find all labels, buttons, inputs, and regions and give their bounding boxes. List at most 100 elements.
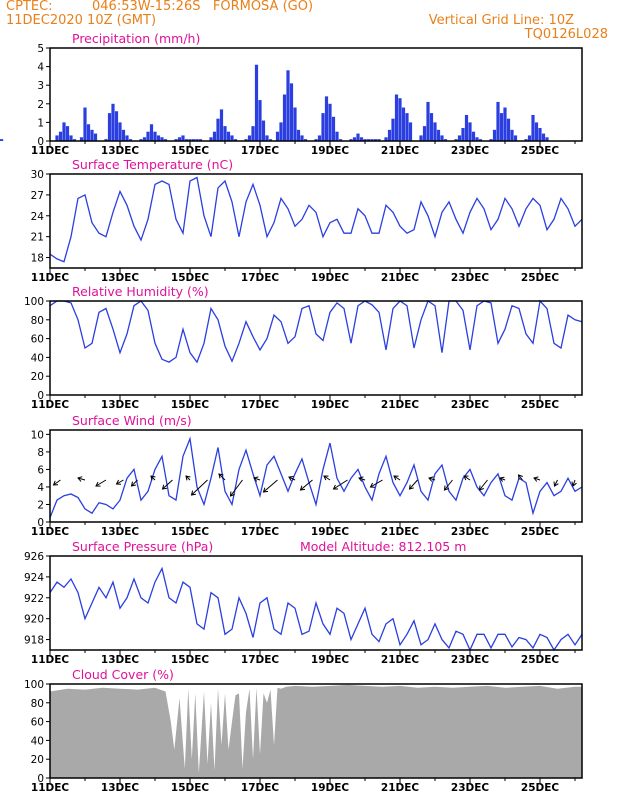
precip-bar: [107, 113, 112, 141]
precip-bar: [72, 139, 77, 141]
precip-bar: [216, 118, 220, 141]
cloud-area: [50, 684, 582, 778]
precip-bar: [226, 131, 231, 141]
series-line: [49, 299, 583, 364]
wind-arrow: [428, 477, 436, 481]
x-tick-label: 19DEC: [311, 272, 350, 284]
precip-bar: [436, 129, 441, 141]
precip-bar: [268, 139, 273, 141]
y-tick-label: 1: [37, 117, 44, 129]
x-tick-label: 17DEC: [241, 526, 280, 538]
x-tick-label: 15DEC: [171, 145, 210, 157]
wind-arrow-head: [299, 485, 306, 491]
precip-bar: [492, 129, 497, 141]
precip-bar: [478, 139, 483, 141]
precip-bar: [247, 135, 252, 141]
precip-bar: [359, 137, 364, 141]
precip-bar: [489, 139, 493, 141]
wind-arrow-head: [393, 475, 399, 481]
wind-arrow-head: [332, 484, 338, 490]
y-tick-label: 0: [37, 773, 44, 785]
wind-arrow-head: [185, 475, 191, 481]
precip-bar: [370, 139, 374, 141]
header-code: TQ0126L028: [524, 27, 608, 42]
precip-bar: [62, 122, 66, 141]
wind-arrow-head: [323, 475, 329, 481]
wind-arrow: [479, 479, 488, 491]
x-tick-label: 25DEC: [521, 654, 560, 666]
x-tick-label: 21DEC: [381, 272, 420, 284]
y-tick-label: 3: [37, 80, 44, 92]
precip-bar: [275, 131, 280, 141]
y-tick-label: 4: [37, 482, 44, 494]
y-tick-label: 10: [31, 429, 44, 441]
header-source: CPTEC:: [6, 0, 53, 14]
precip-bar: [111, 103, 115, 141]
precip-bar: [440, 135, 444, 141]
precip-bar: [363, 139, 367, 141]
y-tick-label: 20: [31, 754, 44, 766]
wind-arrow-head: [463, 475, 469, 481]
y-tick-label: 21: [31, 232, 44, 244]
precip-bar: [398, 98, 402, 141]
header-location: 046:53W-15:26S FORMOSA (GO): [92, 0, 314, 14]
precip-bar: [331, 116, 336, 141]
panel-frame: [49, 300, 583, 396]
wind-arrow: [230, 479, 243, 497]
wind-arrow: [253, 477, 261, 481]
precip-bar: [86, 124, 91, 141]
y-tick-label: 4: [37, 62, 44, 74]
precip-bar: [79, 137, 84, 141]
x-tick-label: 19DEC: [311, 654, 350, 666]
wind-arrow-head: [115, 479, 122, 485]
wind-arrow-head: [369, 482, 376, 488]
precip-bar: [534, 122, 539, 141]
wind-arrow: [77, 477, 86, 481]
precip-bar: [104, 139, 108, 141]
panel-frame: [49, 429, 583, 523]
wind-arrow: [150, 475, 156, 481]
panel-title: Precipitation (mm/h): [72, 31, 200, 46]
y-tick-label: 6: [37, 464, 44, 476]
y-tick-label: 8: [37, 447, 44, 459]
precip-bar: [121, 129, 126, 141]
precip-bar: [457, 135, 462, 141]
precip-bar: [422, 126, 427, 141]
precip-bar: [408, 122, 413, 141]
y-tick-label: 60: [31, 334, 44, 346]
wind-arrow: [162, 479, 173, 490]
wind-arrow-head: [52, 480, 59, 486]
x-tick-label: 21DEC: [381, 654, 420, 666]
x-tick-label: 17DEC: [241, 272, 280, 284]
precip-bar: [538, 127, 542, 141]
x-tick-label: 15DEC: [171, 654, 210, 666]
precip-bar: [83, 107, 87, 141]
precip-bar: [181, 135, 185, 141]
panel-title: Surface Wind (m/s): [72, 413, 192, 428]
precip-bar: [527, 135, 532, 141]
precip-bar: [471, 131, 476, 141]
x-tick-label: 21DEC: [381, 145, 420, 157]
series-line: [49, 566, 583, 652]
x-tick-label: 23DEC: [451, 526, 490, 538]
precip-bar: [545, 137, 549, 141]
wind-arrow: [218, 473, 226, 481]
precip-bar: [223, 126, 227, 141]
y-tick-label: 100: [24, 679, 44, 691]
precip-bar: [499, 113, 504, 141]
wind-arrow-head: [77, 476, 83, 482]
x-tick-label: 15DEC: [171, 272, 210, 284]
panel-title: Surface Temperature (nC): [72, 157, 233, 172]
wind-arrow: [116, 479, 124, 485]
precip-bar: [391, 118, 395, 141]
precip-bar: [321, 113, 325, 141]
panel-frame: [49, 683, 583, 779]
precip-bar: [541, 133, 546, 141]
wind-arrow: [288, 476, 296, 481]
wind-arrow-head: [517, 474, 523, 480]
precip-bar: [335, 131, 339, 141]
x-tick-label: 25DEC: [521, 272, 560, 284]
wind-arrow: [533, 477, 541, 481]
wind-arrow-head: [533, 476, 539, 482]
x-tick-label: 17DEC: [241, 145, 280, 157]
